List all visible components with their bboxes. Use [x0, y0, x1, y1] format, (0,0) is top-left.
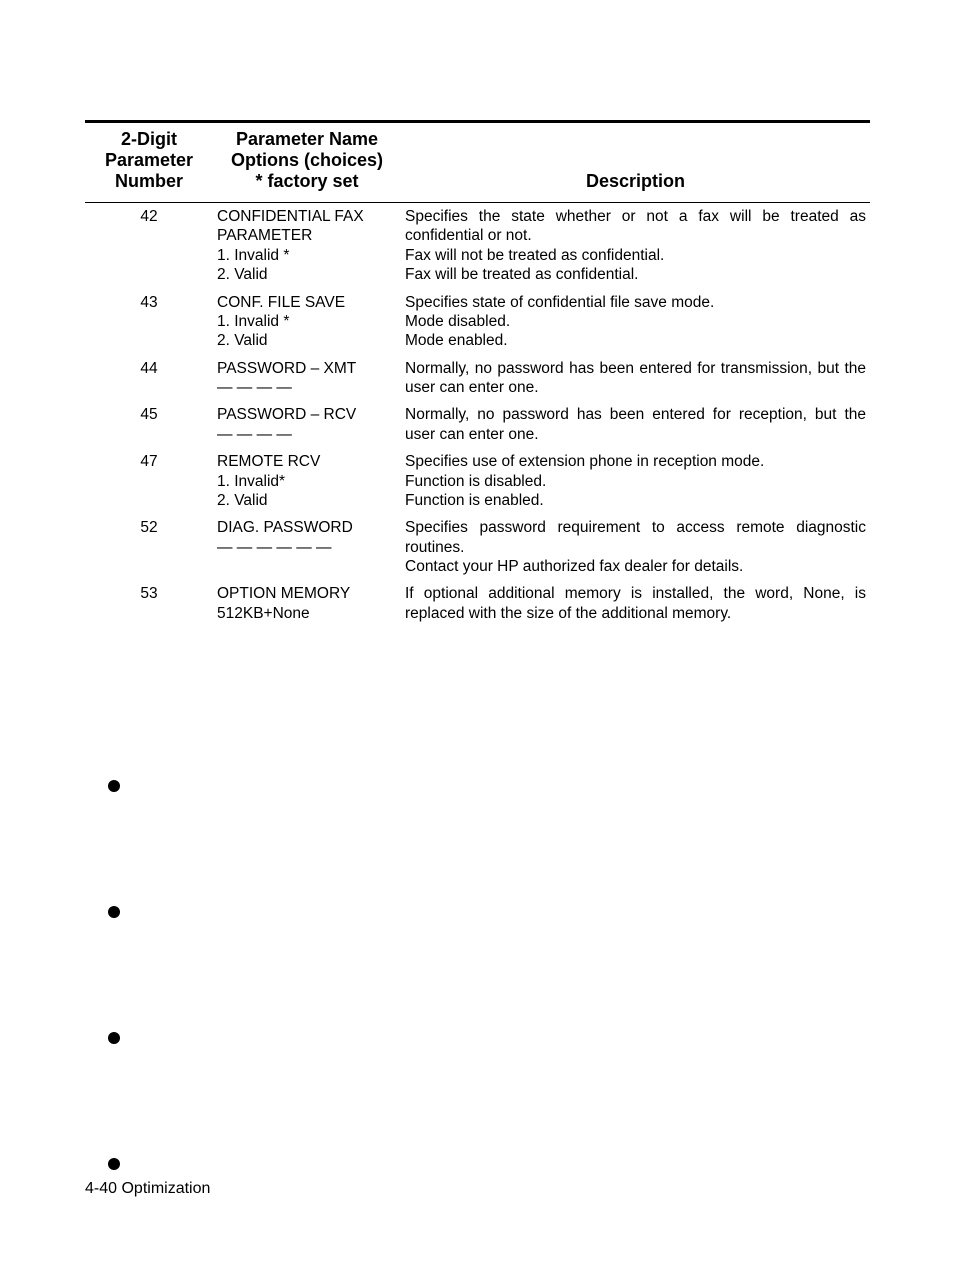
description-line: Function is enabled. [405, 491, 866, 510]
cell-description: Specifies use of extension phone in rece… [401, 448, 870, 514]
table-head: 2-Digit Parameter Number Parameter Name … [85, 123, 870, 202]
option-line: — — — — [217, 378, 397, 397]
option-line: 1. Invalid * [217, 246, 397, 265]
option-line: PASSWORD – RCV [217, 405, 397, 424]
header-description: Description [401, 123, 870, 202]
header-line: Parameter Name [236, 129, 378, 149]
option-line: — — — — [217, 425, 397, 444]
table-row: 52DIAG. PASSWORD— — — — — —Specifies pas… [85, 514, 870, 580]
header-line: Options (choices) [231, 150, 383, 170]
option-line: 1. Invalid* [217, 472, 397, 491]
cell-parameter-number: 45 [85, 401, 213, 448]
cell-parameter-number: 44 [85, 355, 213, 402]
table-row: 43CONF. FILE SAVE1. Invalid *2. ValidSpe… [85, 289, 870, 355]
description-line: Normally, no password has been entered f… [405, 405, 866, 444]
header-line: Number [115, 171, 183, 191]
description-line: Specifies state of confidential file sav… [405, 293, 866, 312]
content-area: 2-Digit Parameter Number Parameter Name … [85, 120, 870, 627]
option-line: 2. Valid [217, 265, 397, 284]
header-line: * factory set [255, 171, 358, 191]
bullet-icon [108, 1032, 120, 1044]
option-line: 2. Valid [217, 331, 397, 350]
cell-parameter-name: DIAG. PASSWORD— — — — — — [213, 514, 401, 580]
cell-description: Specifies password requirement to access… [401, 514, 870, 580]
description-line: If optional additional memory is install… [405, 584, 866, 623]
description-line: Specifies use of extension phone in rece… [405, 452, 866, 471]
description-line: Normally, no password has been entered f… [405, 359, 866, 398]
option-line: CONFIDENTIAL FAX [217, 207, 397, 226]
cell-parameter-name: PASSWORD – RCV— — — — [213, 401, 401, 448]
description-line: Contact your HP authorized fax dealer fo… [405, 557, 866, 576]
option-line: 512KB+None [217, 604, 397, 623]
header-line: Parameter [105, 150, 193, 170]
option-line: CONF. FILE SAVE [217, 293, 397, 312]
option-line: DIAG. PASSWORD [217, 518, 397, 537]
header-line: 2-Digit [121, 129, 177, 149]
bullet-icon [108, 780, 120, 792]
option-line: OPTION MEMORY [217, 584, 397, 603]
option-line: — — — — — — [217, 538, 397, 557]
description-line: Specifies the state whether or not a fax… [405, 207, 866, 246]
option-line: PARAMETER [217, 226, 397, 245]
bullet-icon [108, 1158, 120, 1170]
table-row: 47REMOTE RCV1. Invalid*2. ValidSpecifies… [85, 448, 870, 514]
header-parameter-name: Parameter Name Options (choices) * facto… [213, 123, 401, 202]
table-row: 42CONFIDENTIAL FAXPARAMETER1. Invalid *2… [85, 203, 870, 289]
cell-description: Normally, no password has been entered f… [401, 401, 870, 448]
table-row: 53OPTION MEMORY512KB+NoneIf optional add… [85, 580, 870, 627]
cell-parameter-name: REMOTE RCV1. Invalid*2. Valid [213, 448, 401, 514]
cell-parameter-name: PASSWORD – XMT— — — — [213, 355, 401, 402]
description-line: Function is disabled. [405, 472, 866, 491]
table-row: 45PASSWORD – RCV— — — —Normally, no pass… [85, 401, 870, 448]
option-line: 2. Valid [217, 491, 397, 510]
cell-parameter-name: OPTION MEMORY512KB+None [213, 580, 401, 627]
description-line: Specifies password requirement to access… [405, 518, 866, 557]
cell-parameter-number: 53 [85, 580, 213, 627]
parameter-table: 2-Digit Parameter Number Parameter Name … [85, 123, 870, 627]
cell-parameter-number: 43 [85, 289, 213, 355]
cell-parameter-name: CONFIDENTIAL FAXPARAMETER1. Invalid *2. … [213, 203, 401, 289]
table-body: 42CONFIDENTIAL FAXPARAMETER1. Invalid *2… [85, 202, 870, 627]
description-line: Mode enabled. [405, 331, 866, 350]
header-line: Description [586, 171, 685, 191]
description-line: Fax will be treated as confidential. [405, 265, 866, 284]
option-line: 1. Invalid * [217, 312, 397, 331]
description-line: Mode disabled. [405, 312, 866, 331]
bullet-list [108, 780, 120, 1284]
page-footer: 4-40 Optimization [85, 1180, 210, 1198]
cell-description: If optional additional memory is install… [401, 580, 870, 627]
option-line: REMOTE RCV [217, 452, 397, 471]
cell-parameter-number: 52 [85, 514, 213, 580]
cell-description: Specifies the state whether or not a fax… [401, 203, 870, 289]
bullet-icon [108, 906, 120, 918]
header-parameter-number: 2-Digit Parameter Number [85, 123, 213, 202]
cell-parameter-number: 42 [85, 203, 213, 289]
table-row: 44PASSWORD – XMT— — — —Normally, no pass… [85, 355, 870, 402]
cell-parameter-name: CONF. FILE SAVE1. Invalid *2. Valid [213, 289, 401, 355]
description-line: Fax will not be treated as confidential. [405, 246, 866, 265]
option-line: PASSWORD – XMT [217, 359, 397, 378]
page: 2-Digit Parameter Number Parameter Name … [0, 0, 954, 1235]
cell-parameter-number: 47 [85, 448, 213, 514]
cell-description: Specifies state of confidential file sav… [401, 289, 870, 355]
cell-description: Normally, no password has been entered f… [401, 355, 870, 402]
